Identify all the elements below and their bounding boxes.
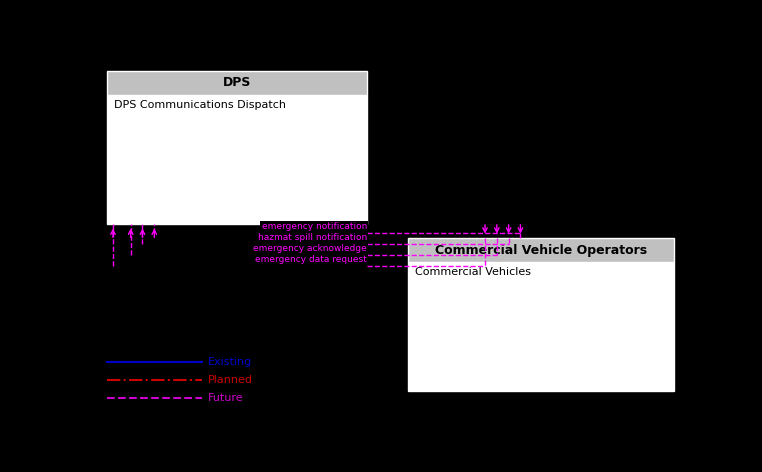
Text: emergency notification: emergency notification bbox=[261, 222, 367, 231]
Text: emergency data request: emergency data request bbox=[255, 255, 367, 264]
Text: Commercial Vehicle Operators: Commercial Vehicle Operators bbox=[435, 244, 647, 257]
Text: DPS: DPS bbox=[223, 76, 251, 90]
Text: Existing: Existing bbox=[207, 357, 251, 367]
Text: Future: Future bbox=[207, 393, 243, 403]
Text: Planned: Planned bbox=[207, 375, 252, 385]
Bar bbox=[408, 238, 674, 262]
Bar bbox=[107, 95, 367, 224]
Text: hazmat spill notification: hazmat spill notification bbox=[258, 233, 367, 242]
Bar bbox=[408, 262, 674, 391]
Text: emergency acknowledge: emergency acknowledge bbox=[253, 244, 367, 253]
Text: DPS Communications Dispatch: DPS Communications Dispatch bbox=[114, 100, 287, 110]
Bar bbox=[107, 71, 367, 95]
Text: Commercial Vehicles: Commercial Vehicles bbox=[415, 268, 531, 278]
